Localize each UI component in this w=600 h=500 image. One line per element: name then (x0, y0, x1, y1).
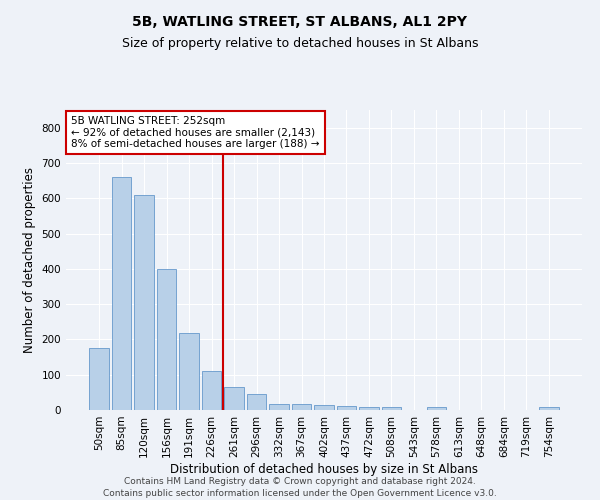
Bar (202, 371, 221, 410)
Bar (539, 407, 559, 410)
Bar (292, 404, 311, 410)
Bar (157, 269, 176, 410)
Bar (427, 407, 446, 410)
X-axis label: Distribution of detached houses by size in St Albans: Distribution of detached houses by size … (170, 462, 478, 475)
Bar (247, 394, 266, 410)
Text: 5B, WATLING STREET, ST ALBANS, AL1 2PY: 5B, WATLING STREET, ST ALBANS, AL1 2PY (133, 15, 467, 29)
Bar (224, 387, 244, 410)
Bar (134, 194, 154, 410)
Bar (179, 333, 199, 410)
Text: Size of property relative to detached houses in St Albans: Size of property relative to detached ho… (122, 38, 478, 51)
Bar (269, 404, 289, 410)
Y-axis label: Number of detached properties: Number of detached properties (23, 167, 36, 353)
Bar (382, 407, 401, 410)
Bar (337, 406, 356, 410)
Bar (314, 405, 334, 410)
Text: 5B WATLING STREET: 252sqm
← 92% of detached houses are smaller (2,143)
8% of sem: 5B WATLING STREET: 252sqm ← 92% of detac… (71, 116, 320, 149)
Bar (112, 177, 131, 410)
Text: Contains HM Land Registry data © Crown copyright and database right 2024.
Contai: Contains HM Land Registry data © Crown c… (103, 476, 497, 498)
Bar (359, 407, 379, 410)
Bar (89, 348, 109, 410)
